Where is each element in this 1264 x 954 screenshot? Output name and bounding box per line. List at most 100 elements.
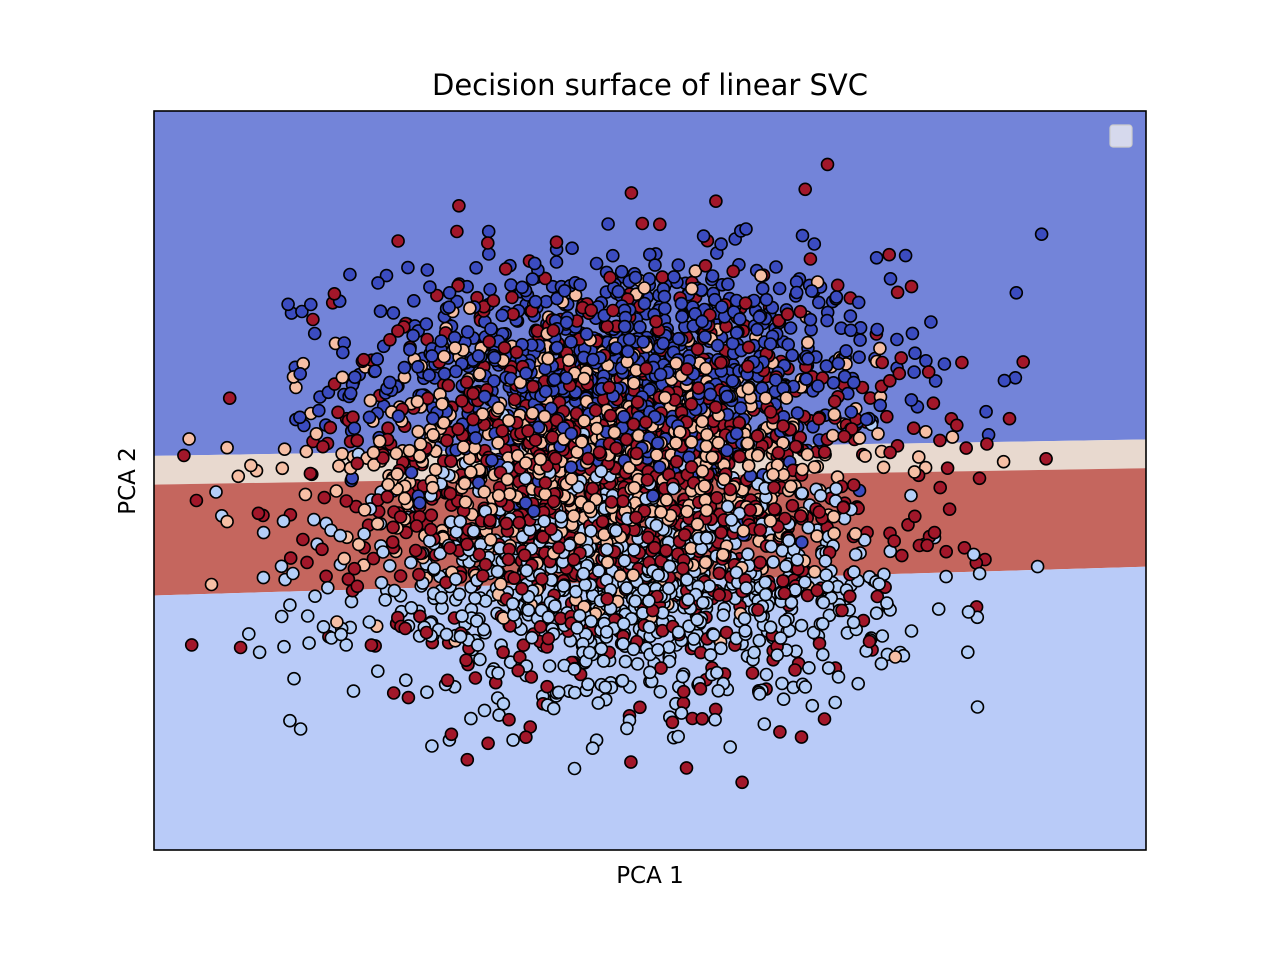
data-point <box>459 375 474 390</box>
data-point <box>303 297 318 312</box>
data-point <box>684 397 699 411</box>
data-point <box>666 481 681 496</box>
data-point <box>397 360 412 375</box>
data-point <box>491 401 506 415</box>
data-point <box>803 312 818 327</box>
data-point <box>887 534 902 548</box>
data-point <box>699 361 713 376</box>
data-point <box>506 608 521 622</box>
data-point <box>256 570 271 585</box>
data-point <box>794 730 809 744</box>
data-point <box>851 676 866 691</box>
data-point <box>549 255 564 269</box>
data-point <box>696 229 711 243</box>
data-point <box>283 598 297 612</box>
data-point <box>600 319 614 334</box>
data-point <box>406 293 421 308</box>
data-point <box>818 554 833 568</box>
data-point <box>641 530 655 545</box>
data-point <box>790 552 805 567</box>
data-point <box>752 310 767 324</box>
data-point <box>662 559 677 574</box>
data-point <box>204 577 219 592</box>
data-point <box>347 421 362 436</box>
data-point <box>793 304 808 319</box>
data-point <box>752 633 767 648</box>
data-point <box>907 465 922 479</box>
data-point <box>481 224 496 239</box>
data-point <box>300 555 314 570</box>
data-point <box>424 522 438 537</box>
data-point <box>657 301 672 316</box>
data-point <box>343 386 358 401</box>
data-point <box>362 615 377 629</box>
data-point <box>705 269 720 283</box>
data-point <box>499 516 514 531</box>
data-point <box>496 696 511 711</box>
data-point <box>811 411 826 426</box>
data-point <box>573 277 587 292</box>
data-point <box>425 480 440 495</box>
data-point <box>512 650 527 665</box>
data-point <box>869 606 884 621</box>
data-point <box>767 480 781 495</box>
data-point <box>387 583 402 598</box>
data-point <box>495 424 510 438</box>
data-point <box>584 524 598 538</box>
data-point <box>703 387 718 402</box>
data-point <box>636 335 651 349</box>
data-point <box>403 342 417 357</box>
data-point <box>747 645 761 660</box>
data-point <box>905 326 920 341</box>
data-point <box>758 587 773 602</box>
data-point <box>607 425 622 440</box>
data-point <box>970 700 985 714</box>
data-point <box>790 406 805 420</box>
data-point <box>712 566 727 581</box>
data-point <box>449 364 463 379</box>
data-point <box>335 446 349 461</box>
data-point <box>419 317 434 331</box>
data-point <box>413 437 428 451</box>
data-point <box>453 514 468 529</box>
data-point <box>852 350 866 365</box>
data-point <box>793 509 808 523</box>
data-point <box>633 320 647 334</box>
data-point <box>681 592 696 607</box>
data-point <box>364 638 379 652</box>
data-point <box>708 712 722 727</box>
data-point <box>639 415 653 430</box>
data-point <box>617 553 632 568</box>
data-point <box>296 532 310 547</box>
data-point <box>346 410 360 425</box>
data-point <box>882 373 897 388</box>
data-point <box>817 712 832 726</box>
data-point <box>979 404 993 419</box>
data-point <box>501 552 516 567</box>
data-point <box>888 650 903 664</box>
data-point <box>515 581 529 596</box>
data-point <box>370 516 385 531</box>
data-point <box>741 340 756 355</box>
data-point <box>554 509 568 524</box>
data-point <box>711 435 726 450</box>
data-point <box>775 676 789 691</box>
data-point <box>628 270 643 285</box>
data-point <box>576 566 591 581</box>
data-point <box>547 372 562 387</box>
data-point <box>589 256 604 271</box>
data-point <box>933 480 948 495</box>
data-point <box>939 544 954 559</box>
data-point <box>549 235 564 249</box>
data-point <box>770 648 785 662</box>
data-point <box>398 673 413 688</box>
data-point <box>350 456 365 471</box>
data-point <box>648 258 662 272</box>
data-point <box>605 248 620 263</box>
data-point <box>690 342 705 357</box>
data-point <box>831 356 846 371</box>
data-point <box>871 426 885 441</box>
data-point <box>851 295 866 310</box>
data-point <box>807 564 822 579</box>
data-point <box>858 449 872 463</box>
